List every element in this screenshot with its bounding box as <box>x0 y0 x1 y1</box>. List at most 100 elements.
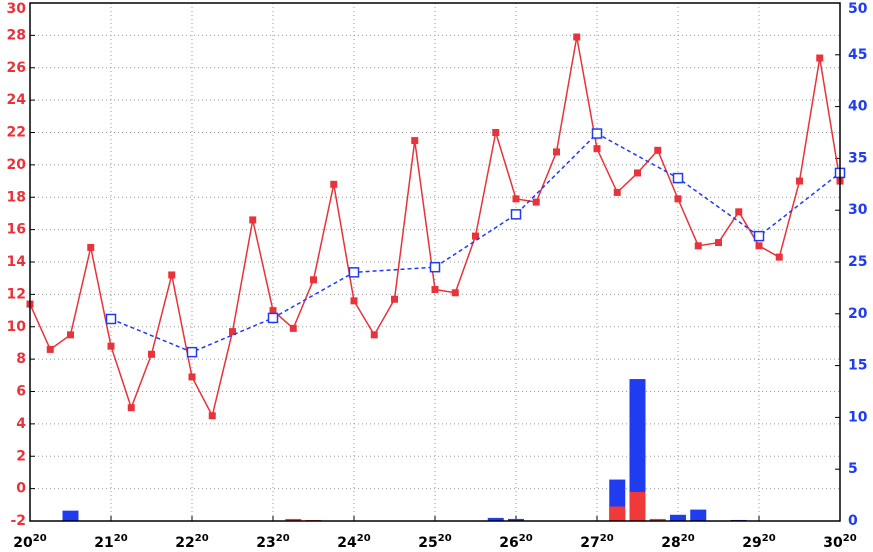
marker <box>613 188 621 196</box>
x-tick-hour: 20 <box>357 533 371 544</box>
x-tick-label: 2720 <box>580 533 613 551</box>
marker <box>148 350 155 358</box>
x-tick-day: 28 <box>661 535 680 551</box>
y-tick-label: 12 <box>7 286 26 302</box>
bar <box>487 517 504 521</box>
marker <box>755 242 763 250</box>
y-tick-label: -2 <box>10 513 26 529</box>
marker <box>694 242 702 250</box>
x-tick-hour: 20 <box>681 533 695 544</box>
y2-tick-label: 35 <box>848 150 867 166</box>
y2-tick-label: 10 <box>848 409 868 425</box>
bar <box>62 510 79 521</box>
x-tick-hour: 20 <box>762 533 776 544</box>
marker <box>816 54 824 62</box>
y-tick-label: 22 <box>7 125 26 141</box>
marker <box>472 232 479 240</box>
x-tick-hour: 20 <box>843 533 857 544</box>
y2-tick-label: 5 <box>848 461 858 477</box>
y-tick-label: 20 <box>7 157 27 173</box>
x-tick-day: 25 <box>418 535 437 551</box>
x-tick-hour: 20 <box>195 533 209 544</box>
marker <box>87 243 95 251</box>
y-tick-label: 26 <box>7 60 26 76</box>
marker <box>249 216 257 224</box>
x-tick-label: 2820 <box>661 533 694 551</box>
bar <box>649 518 666 521</box>
bar <box>629 491 646 521</box>
x-tick-day: 29 <box>742 535 761 551</box>
y2-tick-label: 45 <box>848 47 867 63</box>
marker <box>672 172 684 184</box>
y2-tick-label: 30 <box>848 202 868 218</box>
bar <box>690 509 707 521</box>
x-tick-day: 24 <box>337 535 357 551</box>
x-tick-label: 3020 <box>823 533 856 551</box>
x-tick-day: 26 <box>499 535 518 551</box>
marker <box>775 253 783 261</box>
y-tick-label: 2 <box>16 448 26 464</box>
y-tick-label: 6 <box>16 384 26 400</box>
marker <box>391 295 398 303</box>
x-tick-day: 21 <box>94 535 113 551</box>
marker <box>269 307 277 315</box>
y2-tick-label: 40 <box>848 99 868 115</box>
marker <box>654 146 662 154</box>
marker <box>229 328 236 336</box>
marker <box>350 297 358 305</box>
marker <box>348 267 360 278</box>
marker <box>573 33 581 41</box>
x-tick-hour: 20 <box>438 533 452 544</box>
marker <box>289 324 297 332</box>
marker <box>532 198 540 206</box>
marker <box>735 208 743 216</box>
y-tick-label: 18 <box>7 189 26 205</box>
x-tick-label: 2420 <box>337 533 370 551</box>
marker <box>370 331 378 339</box>
marker <box>330 180 338 188</box>
marker <box>674 195 682 203</box>
marker <box>553 148 560 156</box>
y-tick-label: 10 <box>7 319 27 335</box>
marker <box>634 169 641 177</box>
marker <box>105 313 117 325</box>
x-tick-label: 2920 <box>742 533 775 551</box>
bar <box>609 506 626 521</box>
line <box>110 132 841 353</box>
x-tick-day: 20 <box>13 535 33 551</box>
marker <box>46 345 54 353</box>
x-tick-day: 27 <box>580 535 599 551</box>
marker <box>267 312 279 324</box>
marker <box>431 286 439 294</box>
marker <box>186 346 198 358</box>
marker <box>310 276 317 284</box>
x-tick-day: 30 <box>823 535 843 551</box>
x-tick-label: 2020 <box>13 533 46 551</box>
x-tick-label: 2220 <box>175 533 208 551</box>
x-tick-label: 2320 <box>256 533 289 551</box>
marker <box>593 145 601 153</box>
x-tick-hour: 20 <box>114 533 128 544</box>
y-tick-label: 24 <box>7 92 27 108</box>
marker <box>168 271 176 279</box>
x-tick-hour: 20 <box>600 533 614 544</box>
x-tick-label: 2120 <box>94 533 127 551</box>
x-tick-hour: 20 <box>276 533 290 544</box>
bar <box>629 379 646 521</box>
x-tick-day: 22 <box>175 535 194 551</box>
marker <box>188 373 196 381</box>
y-tick-label: 8 <box>16 351 26 367</box>
marker <box>510 209 522 220</box>
bar <box>285 518 302 521</box>
marker <box>67 331 74 339</box>
plot-frame <box>29 2 841 522</box>
bar <box>670 514 686 521</box>
x-tick-hour: 20 <box>519 533 533 544</box>
y-tick-label: 28 <box>7 27 26 43</box>
x-tick-label: 2520 <box>418 533 451 551</box>
x-tick-day: 23 <box>256 535 275 551</box>
y-tick-label: 0 <box>16 481 26 497</box>
marker <box>796 177 803 185</box>
